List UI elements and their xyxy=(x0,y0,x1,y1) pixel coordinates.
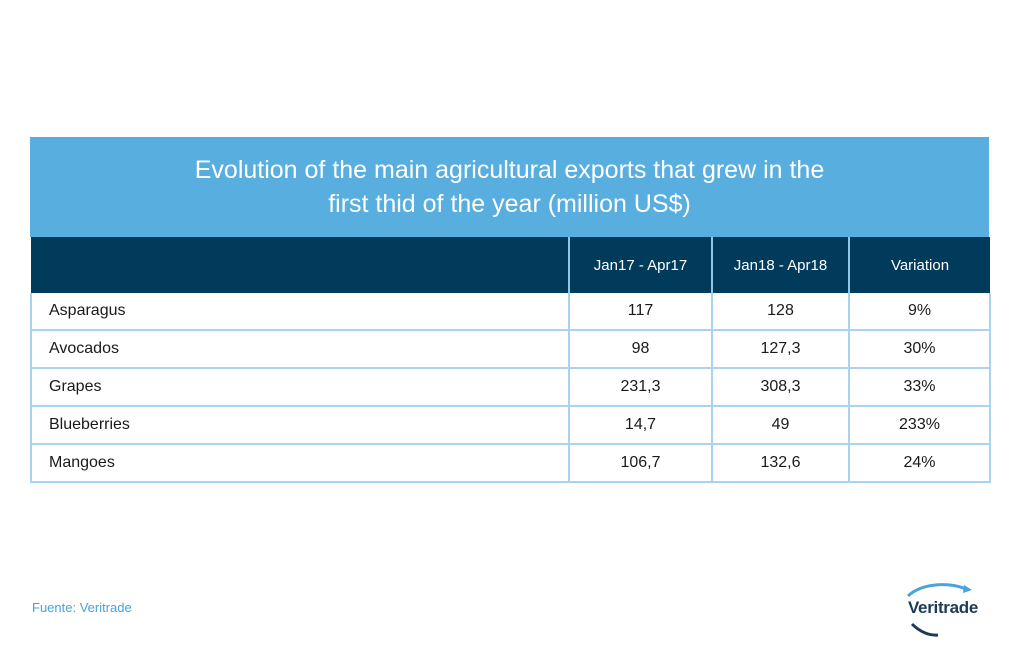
exports-table: Evolution of the main agricultural expor… xyxy=(30,137,991,483)
row-label: Mangoes xyxy=(30,444,569,483)
cell-2017: 117 xyxy=(568,293,712,331)
cell-variation: 233% xyxy=(848,406,991,445)
source-note: Fuente: Veritrade xyxy=(32,600,132,615)
table-row: Grapes 231,3 308,3 33% xyxy=(30,368,991,407)
header-variation: Variation xyxy=(848,237,990,293)
veritrade-logo: Veritrade xyxy=(898,580,988,638)
table-title-line-1: Evolution of the main agricultural expor… xyxy=(194,156,825,184)
cell-2017: 231,3 xyxy=(568,368,712,407)
cell-variation: 9% xyxy=(848,293,991,331)
table-title-line-2: first thid of the year (million US$) xyxy=(328,190,691,218)
cell-2018: 49 xyxy=(711,406,849,445)
logo-text: Veritrade xyxy=(907,598,979,617)
header-row: Jan17 - Apr17 Jan18 - Apr18 Variation xyxy=(31,237,990,293)
data-table: Jan17 - Apr17 Jan18 - Apr18 Variation As… xyxy=(30,237,991,483)
cell-2018: 127,3 xyxy=(711,330,849,369)
row-label: Avocados xyxy=(30,330,569,369)
table-row: Blueberries 14,7 49 233% xyxy=(30,406,991,445)
cell-2017: 98 xyxy=(568,330,712,369)
cell-variation: 30% xyxy=(848,330,991,369)
row-label: Blueberries xyxy=(30,406,569,445)
cell-2018: 128 xyxy=(711,293,849,331)
cell-2018: 132,6 xyxy=(711,444,849,483)
cell-2017: 106,7 xyxy=(568,444,712,483)
table-row: Mangoes 106,7 132,6 24% xyxy=(30,444,991,483)
cell-variation: 33% xyxy=(848,368,991,407)
row-label: Asparagus xyxy=(30,293,569,331)
cell-2018: 308,3 xyxy=(711,368,849,407)
cell-variation: 24% xyxy=(848,444,991,483)
header-period-2018: Jan18 - Apr18 xyxy=(711,237,849,293)
cell-2017: 14,7 xyxy=(568,406,712,445)
table-title: Evolution of the main agricultural expor… xyxy=(30,137,989,237)
header-product xyxy=(31,237,569,293)
header-period-2017: Jan17 - Apr17 xyxy=(568,237,712,293)
logo-swoosh-icon xyxy=(906,583,972,637)
table-row: Avocados 98 127,3 30% xyxy=(30,330,991,369)
row-label: Grapes xyxy=(30,368,569,407)
table-row: Asparagus 117 128 9% xyxy=(30,293,991,331)
